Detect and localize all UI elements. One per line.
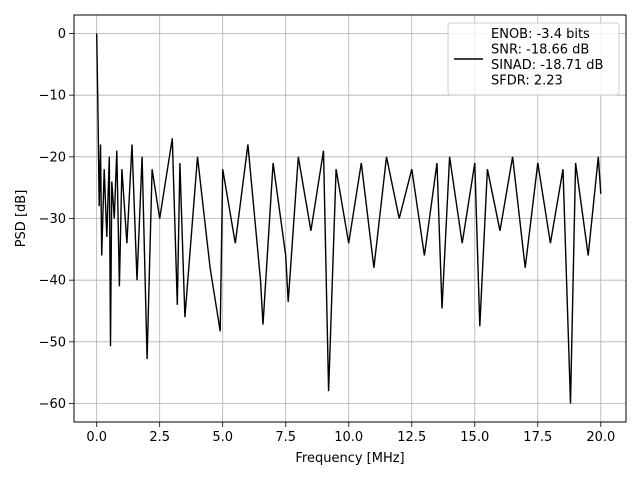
x-tick-label: 5.0 <box>212 430 233 445</box>
legend-box <box>447 22 620 96</box>
y-tick-label: −10 <box>39 89 66 104</box>
x-tick-label: 15.0 <box>460 430 489 445</box>
x-tick-label: 2.5 <box>149 430 170 445</box>
y-tick-label: −20 <box>39 150 66 165</box>
y-axis-label: PSD [dB] <box>14 190 29 248</box>
legend: ENOB: -3.4 bits SNR: -18.66 dB SINAD: -1… <box>447 22 620 96</box>
legend-entry-sfdr: SFDR: 2.23 <box>491 74 563 89</box>
legend-entry-snr: SNR: -18.66 dB <box>491 43 589 58</box>
y-tick-label: 0 <box>58 27 66 42</box>
x-tick-label: 20.0 <box>586 430 615 445</box>
legend-entry-enob: ENOB: -3.4 bits <box>491 27 590 42</box>
x-axis-label: Frequency [MHz] <box>295 451 404 466</box>
x-tick-label: 10.0 <box>334 430 363 445</box>
psd-series-line <box>96 33 602 404</box>
legend-entry-sinad: SINAD: -18.71 dB <box>491 58 603 73</box>
x-tick-label: 0.0 <box>86 430 107 445</box>
x-tick-label: 7.5 <box>275 430 296 445</box>
plot-area <box>96 33 602 404</box>
y-tick-label: −50 <box>39 335 66 350</box>
x-tick-label: 12.5 <box>397 430 426 445</box>
y-axis-ticks: 0 −10 −20 −30 −40 −50 −60 <box>39 27 74 412</box>
y-tick-label: −30 <box>39 212 66 227</box>
y-tick-label: −40 <box>39 274 66 289</box>
x-tick-label: 17.5 <box>523 430 552 445</box>
y-tick-label: −60 <box>39 397 66 412</box>
x-axis-ticks: 0.0 2.5 5.0 7.5 10.0 12.5 15.0 17.5 20.0 <box>86 422 615 445</box>
